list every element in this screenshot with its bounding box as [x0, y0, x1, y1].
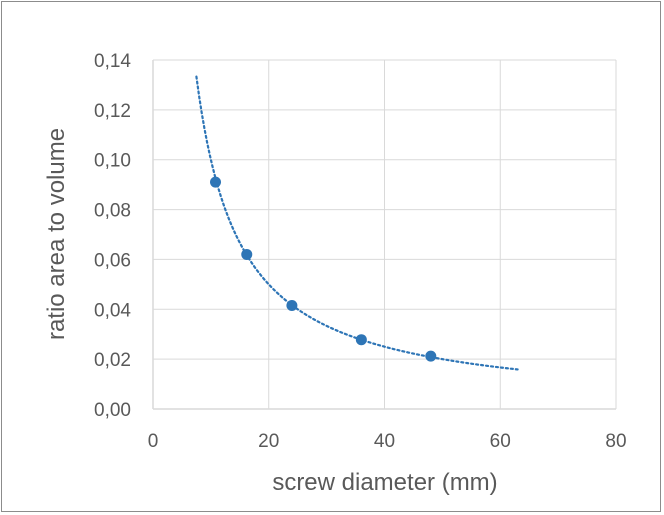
axes — [152, 60, 616, 410]
x-tick-label: 80 — [605, 431, 626, 452]
y-tick-labels: 0,00 0,02 0,04 0,06 0,08 0,10 0,12 0,14 — [94, 51, 131, 421]
data-point — [241, 248, 253, 260]
data-point — [355, 334, 367, 346]
data-points — [210, 176, 437, 362]
power-trendline — [195, 75, 519, 371]
y-tick-label: 0,08 — [94, 201, 131, 222]
y-tick-label: 0,00 — [94, 400, 131, 421]
y-tick-label: 0,04 — [94, 300, 131, 321]
y-tick-label: 0,10 — [94, 151, 131, 172]
y-tick-label: 0,06 — [94, 250, 131, 271]
x-tick-label: 20 — [258, 431, 279, 452]
y-axis-title: ratio area to volume — [43, 128, 70, 340]
y-tick-label: 0,12 — [94, 101, 131, 122]
data-point — [425, 350, 437, 362]
y-tick-label: 0,02 — [94, 350, 131, 371]
y-tick-label: 0,14 — [94, 51, 131, 72]
x-tick-label: 0 — [148, 431, 159, 452]
x-tick-labels: 0 20 40 60 80 — [148, 431, 627, 452]
gridlines — [153, 59, 617, 409]
x-axis-title: screw diameter (mm) — [272, 469, 497, 496]
trendline — [195, 75, 519, 371]
x-tick-label: 40 — [374, 431, 395, 452]
x-tick-label: 60 — [490, 431, 511, 452]
data-point — [210, 176, 222, 188]
data-point — [286, 300, 298, 312]
